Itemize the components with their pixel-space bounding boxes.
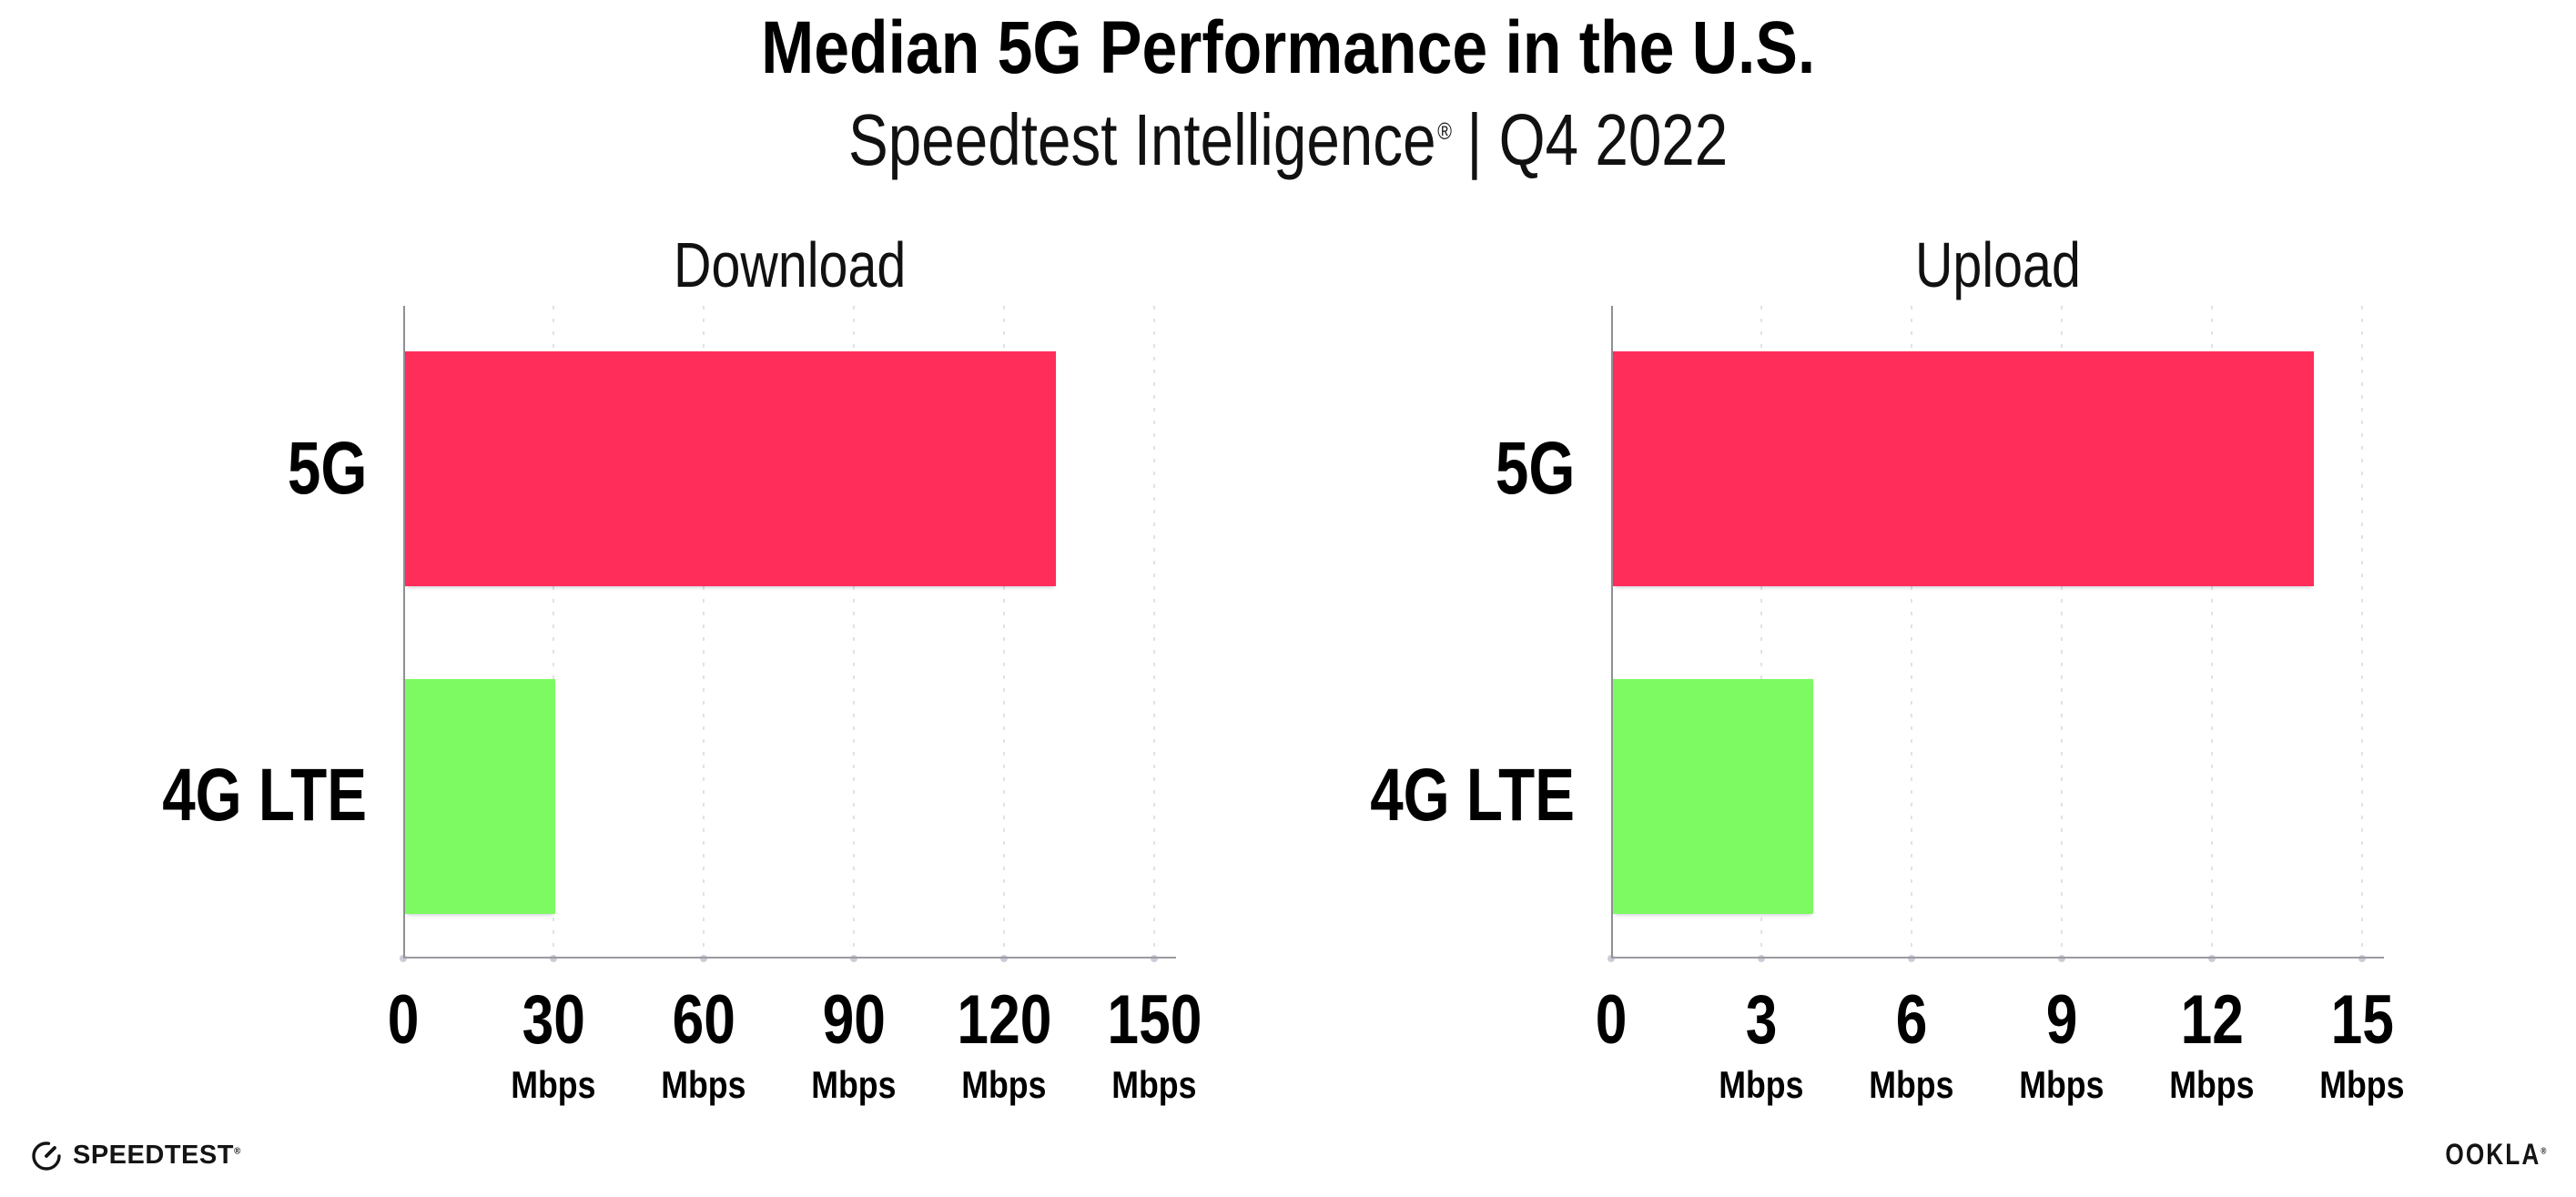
subtitle-brand: Speedtest Intelligence [847,99,1436,180]
download-chart-title: Download [673,229,907,300]
gridline [1003,306,1005,959]
bar-5g [1613,351,2314,586]
axis-tick-dot [1151,955,1158,962]
x-tick-label: 120 Mbps [886,986,1122,1104]
upload-chart-title: Upload [1914,229,2081,300]
speedtest-registered-mark: ® [233,1145,241,1156]
x-tick-unit: Mbps [1869,1063,1954,1106]
category-label-4g-lte: 4G LTE [1370,754,1575,837]
bar-5g [405,351,1056,586]
axis-tick-dot [2058,955,2065,962]
download-chart: Download 0 30 Mbps 60 Mbps 90 Mbps 120 Mbps 150 Mb… [162,233,1202,1104]
x-axis-line [1611,957,2384,959]
gridline [1760,306,1762,959]
speedtest-gauge-icon [32,1141,61,1171]
x-tick-unit: Mbps [1719,1063,1804,1106]
x-tick-value: 12 [2180,981,2244,1059]
x-tick-label: 90 Mbps [735,986,972,1104]
axis-tick-dot [700,955,707,962]
gridline [2361,306,2363,959]
category-label-5g: 5G [1495,427,1575,510]
gridline [2061,306,2063,959]
x-tick-value: 0 [387,981,420,1059]
x-tick-unit: Mbps [511,1063,596,1106]
speedtest-wordmark: SPEEDTEST® [73,1140,241,1170]
gridline [1153,306,1155,959]
gridline [1911,306,1912,959]
x-tick-label: 12 Mbps [2094,986,2330,1104]
x-tick-value: 90 [822,981,886,1059]
upload-plot-area: 0 3 Mbps 6 Mbps 9 Mbps 12 Mbps 15 Mbps [1596,306,2405,1104]
x-tick-value: 150 [1107,981,1202,1059]
axis-tick-dot [1758,955,1765,962]
gridline [703,306,705,959]
x-axis-line [403,957,1176,959]
axis-tick-dot [1908,955,1915,962]
gridline [553,306,554,959]
gridline [2211,306,2213,959]
x-tick-unit: Mbps [2019,1063,2104,1106]
x-tick-value: 6 [1895,981,1928,1059]
x-tick-label: 150 Mbps [1036,986,1273,1104]
axis-tick-dot [2358,955,2366,962]
download-plot-area: 0 30 Mbps 60 Mbps 90 Mbps 120 Mbps 150 Mbps [388,306,1202,1104]
upload-chart: Upload 0 3 Mbps 6 Mbps 9 Mbps 12 Mbps 15 Mbps 5G 4G… [1370,233,2405,1104]
category-label-4g-lte: 4G LTE [162,754,367,837]
ookla-registered-mark: ® [2540,1146,2546,1157]
x-tick-label: 0 [285,986,522,1055]
y-axis-line [403,306,405,959]
x-tick-unit: Mbps [2169,1063,2255,1106]
axis-tick-dot [2208,955,2216,962]
x-tick-label: 3 Mbps [1643,986,1880,1104]
bar-4g-lte [1613,679,1813,914]
x-tick-value: 15 [2330,981,2394,1059]
axis-tick-dot [550,955,557,962]
x-tick-value: 3 [1745,981,1778,1059]
x-tick-value: 30 [522,981,585,1059]
y-axis-line [1611,306,1613,959]
x-tick-value: 120 [957,981,1051,1059]
x-tick-unit: Mbps [961,1063,1047,1106]
speedtest-logo: SPEEDTEST® [30,1137,241,1173]
page-title: Median 5G Performance in the U.S. [760,6,1816,89]
x-tick-unit: Mbps [2319,1063,2405,1106]
x-tick-label: 60 Mbps [585,986,822,1104]
x-tick-unit: Mbps [661,1063,746,1106]
x-tick-label: 15 Mbps [2244,986,2480,1104]
subtitle-period: | Q4 2022 [1466,99,1729,180]
axis-tick-dot [1000,955,1008,962]
x-tick-value: 9 [2045,981,2078,1059]
category-label-5g: 5G [287,427,367,510]
bar-4g-lte [405,679,555,914]
ookla-wordmark: OOKLA [2444,1138,2541,1171]
registered-mark: ® [1437,117,1452,146]
axis-tick-dot [1607,955,1615,962]
ookla-logo: OOKLA® [2445,1140,2546,1169]
gridline [853,306,855,959]
x-tick-label: 0 [1493,986,1729,1055]
axis-tick-dot [850,955,857,962]
axis-tick-dot [400,955,407,962]
x-tick-label: 9 Mbps [1943,986,2180,1104]
x-tick-unit: Mbps [811,1063,897,1106]
x-tick-unit: Mbps [1111,1063,1197,1106]
x-tick-value: 0 [1595,981,1628,1059]
x-tick-value: 60 [672,981,735,1059]
x-tick-label: 6 Mbps [1793,986,2030,1104]
page-subtitle: Speedtest Intelligence® | Q4 2022 [0,102,2576,178]
x-tick-label: 30 Mbps [435,986,672,1104]
